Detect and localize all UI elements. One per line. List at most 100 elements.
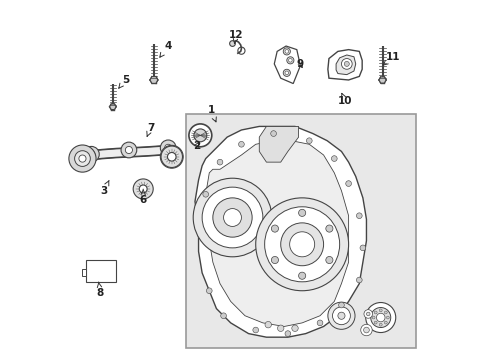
Text: 4: 4 bbox=[160, 41, 172, 57]
Circle shape bbox=[356, 213, 362, 219]
Circle shape bbox=[203, 192, 209, 197]
Circle shape bbox=[379, 323, 382, 326]
Circle shape bbox=[287, 57, 294, 64]
Circle shape bbox=[220, 313, 226, 319]
Circle shape bbox=[285, 331, 291, 337]
Circle shape bbox=[74, 151, 90, 166]
Circle shape bbox=[317, 320, 323, 326]
Polygon shape bbox=[259, 126, 298, 162]
Circle shape bbox=[290, 232, 315, 257]
Circle shape bbox=[125, 147, 132, 154]
Circle shape bbox=[344, 62, 349, 66]
Circle shape bbox=[256, 198, 348, 291]
Circle shape bbox=[379, 309, 382, 312]
Polygon shape bbox=[328, 50, 362, 80]
Text: 9: 9 bbox=[297, 59, 304, 69]
Circle shape bbox=[384, 321, 387, 324]
Circle shape bbox=[160, 140, 176, 156]
Text: 11: 11 bbox=[383, 52, 401, 65]
Circle shape bbox=[265, 321, 271, 328]
Polygon shape bbox=[206, 141, 348, 327]
Circle shape bbox=[121, 142, 137, 158]
Circle shape bbox=[283, 69, 291, 76]
Circle shape bbox=[271, 256, 278, 264]
Circle shape bbox=[270, 131, 276, 136]
Circle shape bbox=[285, 71, 289, 75]
Circle shape bbox=[285, 50, 289, 53]
Circle shape bbox=[239, 141, 245, 147]
Circle shape bbox=[326, 256, 333, 264]
Circle shape bbox=[189, 124, 212, 147]
Text: 5: 5 bbox=[119, 75, 129, 88]
Text: 2: 2 bbox=[193, 141, 200, 151]
Circle shape bbox=[331, 156, 337, 161]
Circle shape bbox=[213, 198, 252, 237]
Text: 7: 7 bbox=[147, 123, 154, 136]
Circle shape bbox=[338, 312, 345, 319]
Text: 8: 8 bbox=[97, 282, 104, 297]
Circle shape bbox=[356, 277, 362, 283]
Circle shape bbox=[298, 272, 306, 279]
Circle shape bbox=[326, 225, 333, 232]
Circle shape bbox=[79, 155, 86, 162]
Circle shape bbox=[374, 321, 377, 324]
Circle shape bbox=[253, 327, 259, 333]
Circle shape bbox=[346, 181, 351, 186]
Circle shape bbox=[328, 302, 355, 329]
Circle shape bbox=[298, 209, 306, 216]
Circle shape bbox=[372, 316, 375, 319]
Circle shape bbox=[384, 311, 387, 314]
Polygon shape bbox=[379, 77, 386, 83]
Circle shape bbox=[281, 223, 323, 266]
Circle shape bbox=[69, 145, 96, 172]
Text: 1: 1 bbox=[207, 105, 216, 122]
Circle shape bbox=[165, 144, 172, 152]
Circle shape bbox=[277, 325, 284, 332]
Circle shape bbox=[206, 288, 212, 294]
Bar bbox=[86, 260, 117, 282]
Circle shape bbox=[374, 311, 377, 314]
Text: 12: 12 bbox=[229, 30, 244, 44]
Circle shape bbox=[217, 159, 223, 165]
Text: 3: 3 bbox=[100, 180, 109, 196]
Polygon shape bbox=[274, 46, 300, 84]
Circle shape bbox=[202, 187, 263, 248]
Bar bbox=[186, 114, 416, 348]
Circle shape bbox=[283, 48, 291, 55]
Circle shape bbox=[271, 225, 278, 232]
Circle shape bbox=[160, 145, 183, 168]
Polygon shape bbox=[336, 55, 356, 75]
Circle shape bbox=[387, 316, 390, 319]
Circle shape bbox=[88, 151, 95, 158]
Polygon shape bbox=[150, 77, 158, 84]
Circle shape bbox=[364, 310, 372, 318]
Circle shape bbox=[371, 307, 391, 328]
Circle shape bbox=[133, 179, 153, 199]
Circle shape bbox=[165, 150, 178, 163]
Circle shape bbox=[193, 178, 272, 257]
Text: 6: 6 bbox=[140, 189, 147, 204]
Circle shape bbox=[161, 146, 182, 167]
Circle shape bbox=[230, 41, 235, 46]
Circle shape bbox=[342, 59, 352, 69]
Circle shape bbox=[168, 153, 176, 161]
Circle shape bbox=[265, 207, 340, 282]
Circle shape bbox=[223, 208, 242, 226]
Text: 10: 10 bbox=[338, 93, 352, 107]
Circle shape bbox=[333, 307, 350, 325]
Circle shape bbox=[364, 327, 369, 333]
Circle shape bbox=[376, 313, 385, 322]
Polygon shape bbox=[81, 146, 173, 166]
Circle shape bbox=[292, 325, 298, 332]
Circle shape bbox=[360, 245, 366, 251]
Circle shape bbox=[194, 129, 207, 142]
Circle shape bbox=[361, 324, 372, 336]
Polygon shape bbox=[82, 269, 86, 276]
Circle shape bbox=[139, 185, 147, 193]
Circle shape bbox=[289, 59, 292, 62]
Polygon shape bbox=[110, 104, 116, 109]
Circle shape bbox=[367, 312, 370, 316]
Circle shape bbox=[306, 138, 312, 144]
Circle shape bbox=[339, 302, 344, 308]
Polygon shape bbox=[195, 126, 367, 337]
